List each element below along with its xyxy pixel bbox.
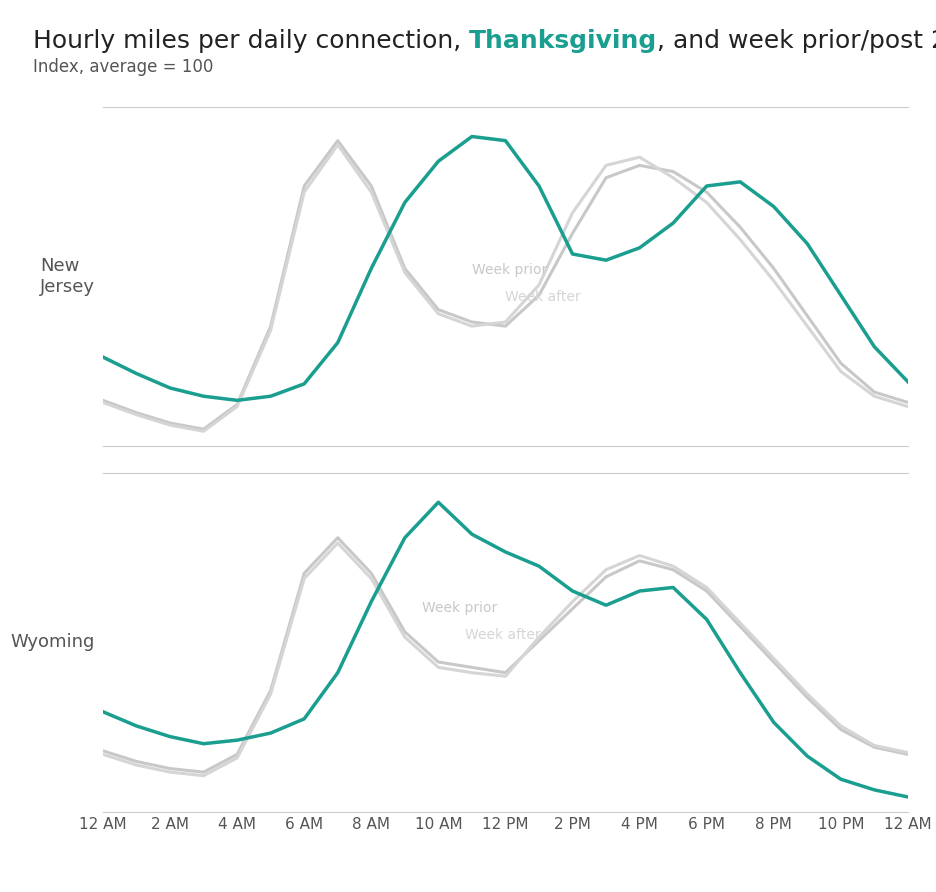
Text: Thanksgiving: Thanksgiving <box>469 29 657 54</box>
Text: , and week prior/post 2023: , and week prior/post 2023 <box>657 29 936 54</box>
Text: Week after: Week after <box>505 290 581 304</box>
Text: Hourly miles per daily connection,: Hourly miles per daily connection, <box>33 29 469 54</box>
Text: Week prior: Week prior <box>472 263 548 277</box>
Text: Week prior: Week prior <box>421 601 497 615</box>
Text: New
Jersey: New Jersey <box>40 257 95 296</box>
Text: Wyoming: Wyoming <box>10 633 95 651</box>
Text: Index, average = 100: Index, average = 100 <box>33 58 213 76</box>
Text: Week after: Week after <box>465 629 541 642</box>
